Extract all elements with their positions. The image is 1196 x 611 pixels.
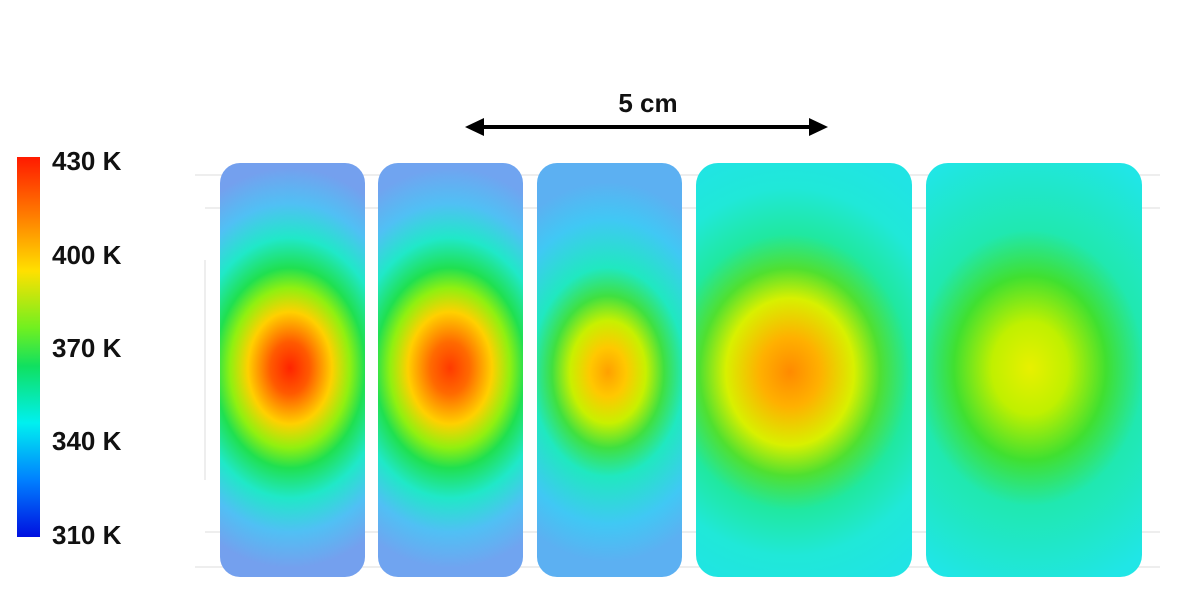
colorbar-label: 370 K [52, 333, 122, 363]
colorbar-label: 340 K [52, 426, 122, 456]
scale-label: 5 cm [618, 88, 677, 118]
cell [537, 163, 682, 577]
colorbar-label: 430 K [52, 146, 122, 176]
cell [926, 163, 1142, 577]
cell [696, 163, 912, 577]
cell [220, 163, 365, 577]
colorbar-label: 310 K [52, 520, 122, 550]
colorbar [17, 157, 40, 537]
colorbar-label: 400 K [52, 240, 122, 270]
cell [378, 163, 523, 577]
scale-bar [465, 118, 828, 136]
